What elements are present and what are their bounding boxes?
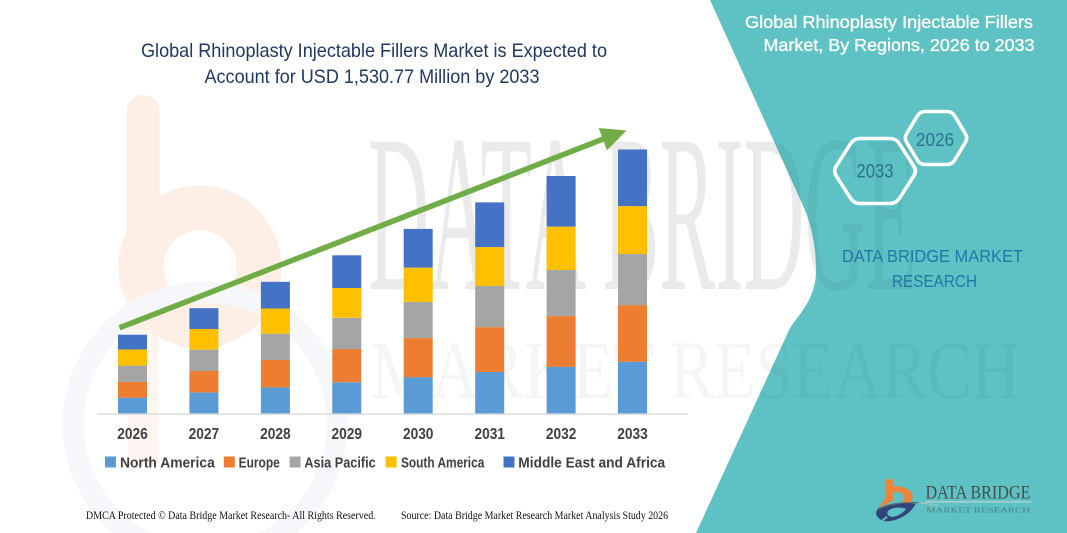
svg-text:2027: 2027 xyxy=(189,426,220,443)
svg-text:DATA BRIDGE: DATA BRIDGE xyxy=(926,484,1031,504)
svg-text:DATA BRIDGE MARKET: DATA BRIDGE MARKET xyxy=(842,246,1023,266)
svg-text:2031: 2031 xyxy=(474,426,505,443)
svg-text:Market, By Regions, 2026 to 20: Market, By Regions, 2026 to 2033 xyxy=(764,35,1035,55)
svg-text:Global Rhinoplasty Injectable: Global Rhinoplasty Injectable Fillers xyxy=(745,12,1033,32)
svg-text:2033: 2033 xyxy=(617,426,648,443)
svg-text:2030: 2030 xyxy=(403,426,434,443)
svg-text:South America: South America xyxy=(401,456,485,472)
svg-text:Account for USD 1,530.77 Milli: Account for USD 1,530.77 Million by 2033 xyxy=(205,66,540,88)
svg-text:Middle East and Africa: Middle East and Africa xyxy=(518,456,666,472)
svg-text:Europe: Europe xyxy=(239,456,280,472)
svg-text:2028: 2028 xyxy=(260,426,291,443)
svg-text:Source: Data Bridge Market Res: Source: Data Bridge Market Research Mark… xyxy=(401,510,668,522)
svg-text:DMCA Protected © Data Bridge M: DMCA Protected © Data Bridge Market Rese… xyxy=(86,510,376,522)
svg-text:RESEARCH: RESEARCH xyxy=(892,271,977,291)
svg-text:Asia Pacific: Asia Pacific xyxy=(304,456,375,472)
svg-text:2032: 2032 xyxy=(546,426,577,443)
svg-text:MARKET RESEARCH: MARKET RESEARCH xyxy=(926,506,1030,514)
svg-text:2026: 2026 xyxy=(117,426,148,443)
svg-text:North America: North America xyxy=(120,456,216,472)
svg-text:2029: 2029 xyxy=(332,426,363,443)
svg-text:Global Rhinoplasty Injectable: Global Rhinoplasty Injectable Fillers Ma… xyxy=(141,40,607,62)
svg-text:2033: 2033 xyxy=(856,161,893,183)
svg-text:2026: 2026 xyxy=(916,130,954,150)
